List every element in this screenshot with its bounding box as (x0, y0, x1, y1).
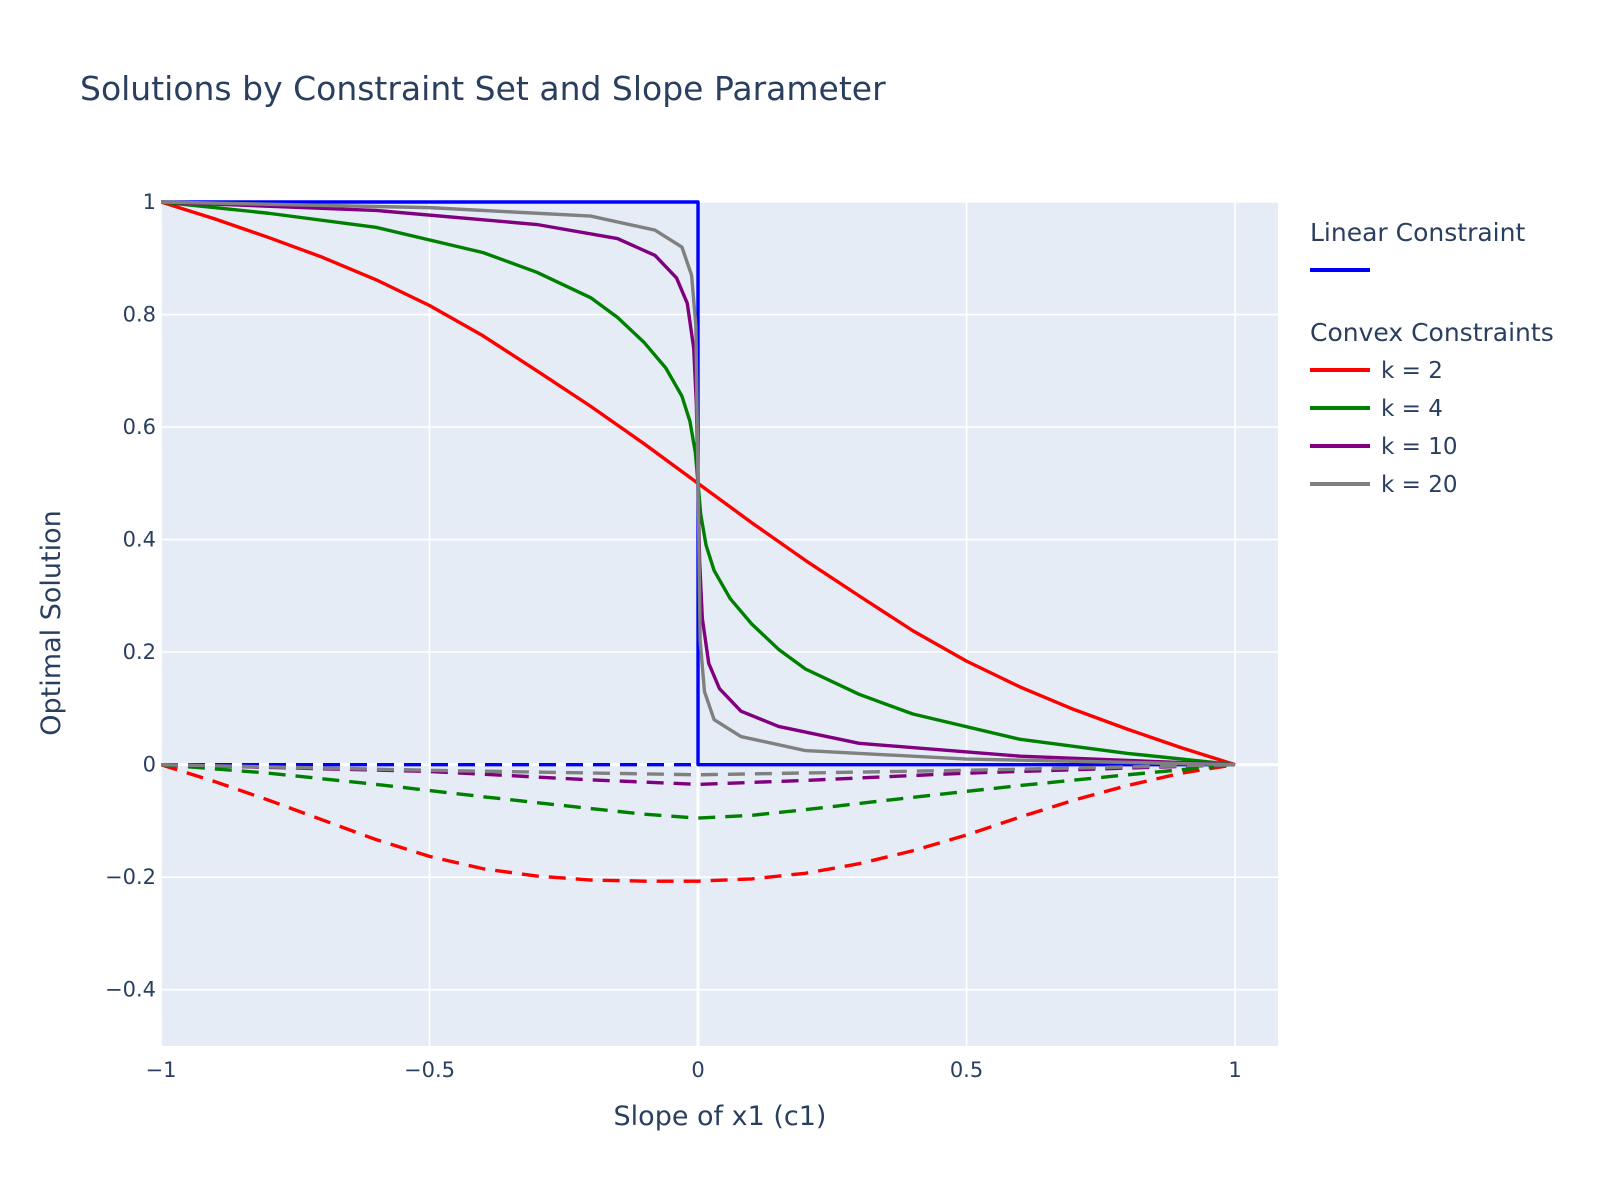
series-line-k-20-dashed (161, 762, 1236, 777)
plot-area (160, 200, 1278, 1046)
y-axis-ticks: −0.4 −0.2 0 0.2 0.4 0.6 0.8 1 (105, 190, 156, 1002)
legend-group-title: Convex Constraints (1310, 318, 1554, 347)
series-line-k-2-dashed (161, 762, 1236, 883)
y-tick-label: −0.2 (105, 865, 156, 889)
y-tick-label: 0.4 (123, 528, 156, 552)
x-tick-label: 0 (691, 1058, 704, 1082)
legend-label: k = 20 (1381, 472, 1457, 498)
y-tick-label: 0.2 (123, 640, 156, 664)
chart-title: Solutions by Constraint Set and Slope Pa… (80, 69, 886, 108)
legend-group-title: Linear Constraint (1310, 218, 1525, 247)
y-tick-label: 1 (143, 190, 156, 214)
legend-label: k = 10 (1381, 434, 1457, 460)
y-axis-title: Optimal Solution (36, 510, 67, 735)
series-line-k-20-solid (161, 200, 1236, 767)
x-tick-label: 1 (1228, 1058, 1241, 1082)
y-tick-label: 0 (143, 753, 156, 777)
x-tick-label: −0.5 (404, 1058, 455, 1082)
legend: Linear Constraint Convex Constraints k = 2… (1310, 218, 1554, 498)
legend-label: k = 2 (1381, 358, 1443, 384)
plot-background (161, 202, 1278, 1046)
x-axis-ticks: −1 −0.5 0 0.5 1 (146, 1058, 1242, 1082)
series-layer (161, 200, 1236, 883)
legend-label: k = 4 (1381, 396, 1443, 422)
y-tick-label: −0.4 (105, 978, 156, 1002)
x-tick-label: −1 (146, 1058, 177, 1082)
x-axis-title: Slope of x1 (c1) (614, 1101, 827, 1132)
y-tick-label: 0.6 (123, 415, 156, 439)
x-tick-label: 0.5 (950, 1058, 983, 1082)
y-tick-label: 0.8 (123, 303, 156, 327)
